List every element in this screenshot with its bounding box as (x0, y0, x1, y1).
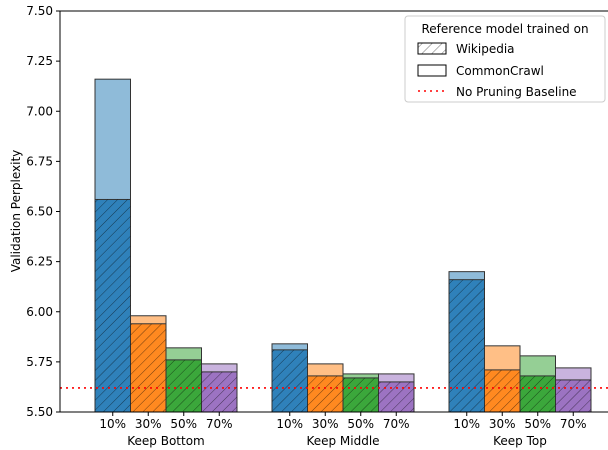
y-tick-label: 6.25 (26, 255, 53, 269)
y-tick-label: 5.50 (26, 405, 53, 419)
bar-wikipedia-hatch-keep-bottom-10 (95, 199, 131, 412)
bars (95, 79, 591, 412)
x-tick-label: 30% (489, 417, 516, 431)
x-tick-label: 30% (135, 417, 162, 431)
bar-wikipedia-hatch-keep-top-70 (556, 380, 592, 412)
bar-wikipedia-hatch-keep-top-30 (485, 370, 521, 412)
y-tick-label: 6.50 (26, 205, 53, 219)
legend-swatch-wikipedia-hatch (418, 43, 446, 54)
y-tick-label: 7.25 (26, 54, 53, 68)
group-label: Keep Top (493, 434, 547, 448)
x-tick-label: 70% (560, 417, 587, 431)
x-tick-label: 50% (524, 417, 551, 431)
legend-swatch-commoncrawl (418, 65, 446, 76)
x-tick-label: 10% (276, 417, 303, 431)
group-label: Keep Middle (306, 434, 379, 448)
x-tick-label: 30% (312, 417, 339, 431)
bar-wikipedia-hatch-keep-top-50 (520, 376, 556, 412)
bar-wikipedia-hatch-keep-bottom-70 (202, 372, 238, 412)
y-axis-label: Validation Perplexity (9, 150, 23, 273)
x-tick-label: 70% (383, 417, 410, 431)
bar-wikipedia-hatch-keep-bottom-50 (166, 360, 202, 412)
legend-label-baseline: No Pruning Baseline (456, 85, 577, 99)
legend-title: Reference model trained on (421, 22, 588, 36)
bar-wikipedia-hatch-keep-top-10 (449, 280, 485, 412)
x-tick-label: 50% (347, 417, 374, 431)
bar-wikipedia-hatch-keep-bottom-30 (131, 324, 167, 412)
y-tick-label: 7.00 (26, 104, 53, 118)
legend-label-commoncrawl: CommonCrawl (456, 64, 544, 78)
y-tick-label: 6.75 (26, 154, 53, 168)
x-tick-label: 10% (453, 417, 480, 431)
bar-wikipedia-hatch-keep-middle-70 (379, 382, 415, 412)
x-tick-label: 70% (206, 417, 233, 431)
x-tick-label: 10% (99, 417, 126, 431)
bar-wikipedia-hatch-keep-middle-30 (308, 376, 344, 412)
y-tick-label: 6.00 (26, 305, 53, 319)
group-label: Keep Bottom (127, 434, 204, 448)
legend: Reference model trained on Wikipedia Com… (405, 16, 605, 102)
legend-label-wikipedia: Wikipedia (456, 42, 515, 56)
y-tick-label: 7.50 (26, 4, 53, 18)
bar-wikipedia-hatch-keep-middle-10 (272, 350, 308, 412)
x-tick-label: 50% (170, 417, 197, 431)
y-tick-label: 5.75 (26, 355, 53, 369)
bar-wikipedia-hatch-keep-middle-50 (343, 378, 379, 412)
